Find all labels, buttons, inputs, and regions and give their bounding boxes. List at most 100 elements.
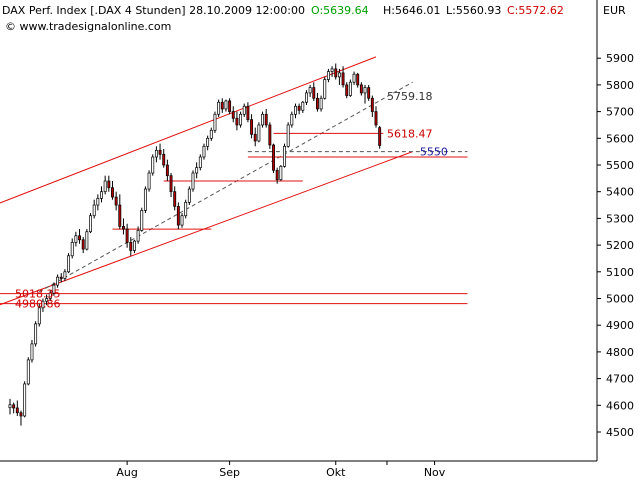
candle-body: [239, 113, 243, 126]
candle-body: [290, 113, 294, 126]
candle-body: [70, 242, 74, 257]
price-label: 5759.18: [387, 90, 433, 103]
candle-body: [52, 284, 56, 294]
candle-body: [23, 383, 27, 417]
candle-body: [191, 172, 195, 190]
candle-body: [173, 191, 177, 207]
candle-body: [12, 404, 16, 409]
candle-body: [286, 124, 290, 147]
candle-body: [315, 97, 319, 110]
price-label: 5550: [420, 146, 448, 159]
candle-body: [213, 113, 217, 131]
channel-midline: [39, 81, 413, 293]
candle-body: [261, 113, 264, 126]
candle-body: [48, 292, 52, 299]
candle-body: [217, 101, 221, 115]
candle-body: [283, 145, 286, 167]
candle-body: [111, 187, 114, 198]
header-low: L:5560.93: [446, 4, 501, 17]
candle-body: [242, 105, 246, 115]
candle-body: [220, 101, 224, 110]
y-tick-label: 5400: [606, 186, 634, 199]
currency-label: EUR: [603, 4, 626, 17]
candle-body: [19, 412, 23, 417]
x-tick-label: Nov: [424, 466, 446, 479]
candle-body: [37, 307, 41, 325]
header-high: H:5646.01: [383, 4, 440, 17]
price-label: 5618.47: [387, 127, 433, 140]
candle-body: [125, 228, 129, 243]
x-tick-label: Aug: [116, 466, 137, 479]
candle-body: [15, 407, 19, 414]
candle-body: [140, 210, 144, 231]
candle-body: [345, 84, 349, 96]
candle-body: [206, 137, 210, 147]
y-tick-label: 4700: [606, 373, 634, 386]
candle-body: [341, 72, 345, 86]
candle-body: [348, 81, 352, 96]
header-open: O:5639.64: [311, 4, 369, 17]
candle-body: [187, 188, 191, 203]
watermark-text: © www.tradesignalonline.com: [5, 20, 171, 33]
y-tick-label: 4600: [606, 399, 634, 412]
candle-body: [312, 87, 316, 99]
candle-body: [253, 133, 257, 142]
candles-layer: [8, 63, 382, 426]
y-tick-label: 5700: [606, 106, 634, 119]
y-tick-label: 5300: [606, 212, 634, 225]
candle-body: [235, 117, 239, 126]
candle-body: [92, 204, 96, 217]
candle-body: [224, 100, 228, 110]
candle-body: [59, 276, 63, 279]
candle-body: [26, 359, 30, 385]
candle-body: [294, 105, 297, 115]
candle-body: [297, 105, 301, 111]
y-tick-label: 5200: [606, 239, 634, 252]
candle-body: [122, 226, 125, 230]
candle-body: [319, 97, 323, 110]
candle-body: [356, 73, 360, 86]
candle-body: [81, 239, 85, 250]
candle-body: [151, 156, 155, 174]
candle-body: [107, 180, 111, 189]
candle-body: [147, 172, 151, 190]
candle-body: [250, 119, 254, 135]
header-close: C:5572.62: [507, 4, 564, 17]
annotation-lines-layer: [0, 56, 468, 306]
candle-body: [129, 242, 133, 251]
candle-body: [165, 164, 169, 177]
candle-body: [264, 113, 268, 126]
candle-body: [279, 165, 283, 181]
candle-body: [176, 206, 180, 226]
candle-body: [30, 343, 34, 361]
candle-body: [103, 180, 107, 193]
candle-body: [367, 87, 371, 99]
candle-body: [209, 129, 213, 139]
candle-body: [202, 145, 206, 158]
x-tick-label: Sep: [219, 466, 240, 479]
y-tick-label: 4800: [606, 346, 634, 359]
candle-body: [41, 300, 45, 309]
candle-body: [154, 149, 158, 158]
candle-body: [89, 215, 92, 233]
y-tick-label: 5800: [606, 79, 634, 92]
y-tick-label: 4500: [606, 426, 634, 439]
candle-body: [337, 72, 341, 78]
y-tick-label: 5000: [606, 293, 634, 306]
candle-body: [132, 240, 136, 251]
candle-body: [378, 127, 382, 146]
candle-body: [198, 156, 202, 169]
candle-body: [272, 144, 275, 171]
candle-body: [330, 68, 334, 72]
header-title: DAX Perf. Index [.DAX 4 Stunden] 28.10.2…: [2, 4, 305, 17]
candle-body: [301, 101, 305, 111]
candle-body: [56, 276, 60, 286]
x-tick-label: Okt: [326, 466, 346, 479]
candle-body: [231, 111, 235, 119]
candle-body: [143, 188, 147, 211]
candle-body: [67, 255, 71, 273]
